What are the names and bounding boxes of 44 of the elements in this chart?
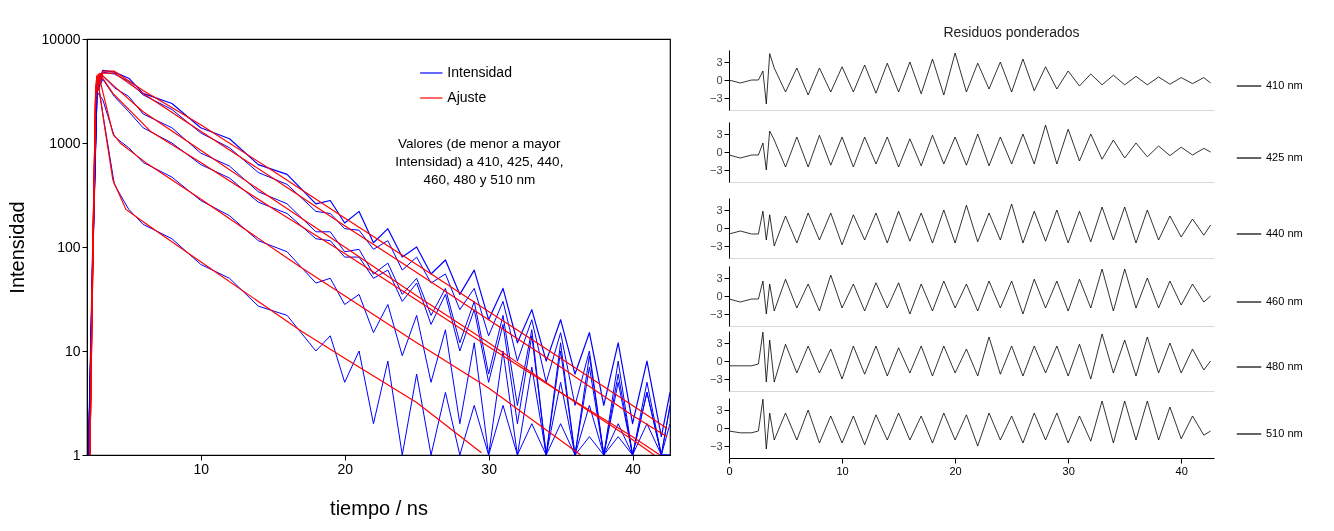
x-tick-label: 30	[1062, 464, 1075, 477]
x-tick-label: 10	[193, 460, 210, 477]
y-tick-label: −3	[709, 307, 723, 320]
legend-label: 480 nm	[1266, 360, 1303, 372]
x-tick-label: 40	[1175, 464, 1188, 477]
y-tick-label: −3	[709, 239, 723, 252]
y-tick-label: −3	[709, 372, 723, 385]
legend-label: 440 nm	[1266, 227, 1303, 239]
y-tick-label: 0	[716, 354, 723, 367]
x-tick-label: 10	[836, 464, 849, 477]
y-tick-label: 3	[716, 403, 723, 416]
x-tick-label: 20	[949, 464, 962, 477]
legend-label: 425 nm	[1266, 151, 1303, 163]
x-tick-label: 0	[726, 464, 733, 477]
y-tick-label: 10	[64, 342, 81, 359]
y-tick-label: 3	[716, 336, 723, 349]
y-tick-label: −3	[709, 91, 723, 104]
y-tick-label: 0	[716, 421, 723, 434]
y-tick-label: 3	[716, 271, 723, 284]
legend-label: Ajuste	[447, 89, 487, 105]
legend-label: 510 nm	[1266, 427, 1303, 439]
chart-title: Residuos ponderados	[943, 24, 1080, 40]
y-tick-label: 0	[716, 221, 723, 234]
y-tick-label: −3	[709, 163, 723, 176]
y-tick-label: 1000	[49, 134, 81, 151]
y-tick-label: 100	[57, 238, 81, 255]
y-tick-label: −3	[709, 439, 723, 452]
y-tick-label: 3	[716, 55, 723, 68]
y-tick-label: 0	[716, 289, 723, 302]
y-tick-label: 10000	[41, 30, 81, 47]
legend-label: 460 nm	[1266, 295, 1303, 307]
y-tick-label: 3	[716, 203, 723, 216]
y-axis-title: Intensidad	[5, 201, 28, 294]
y-tick-label: 3	[716, 127, 723, 140]
y-tick-label: 0	[716, 145, 723, 158]
y-tick-label: 1	[72, 446, 81, 463]
legend-label: 410 nm	[1266, 79, 1303, 91]
legend-label: Intensidad	[447, 64, 512, 80]
x-axis-title: tiempo / ns	[330, 496, 428, 519]
x-tick-label: 30	[481, 460, 498, 477]
annotation: Valores (de menor a mayor Intensidad) a 410, 425, 440, 460, 480 y 510 nm	[395, 136, 564, 187]
y-tick-label: 0	[716, 73, 723, 86]
x-tick-label: 40	[625, 460, 642, 477]
x-tick-label: 20	[337, 460, 354, 477]
